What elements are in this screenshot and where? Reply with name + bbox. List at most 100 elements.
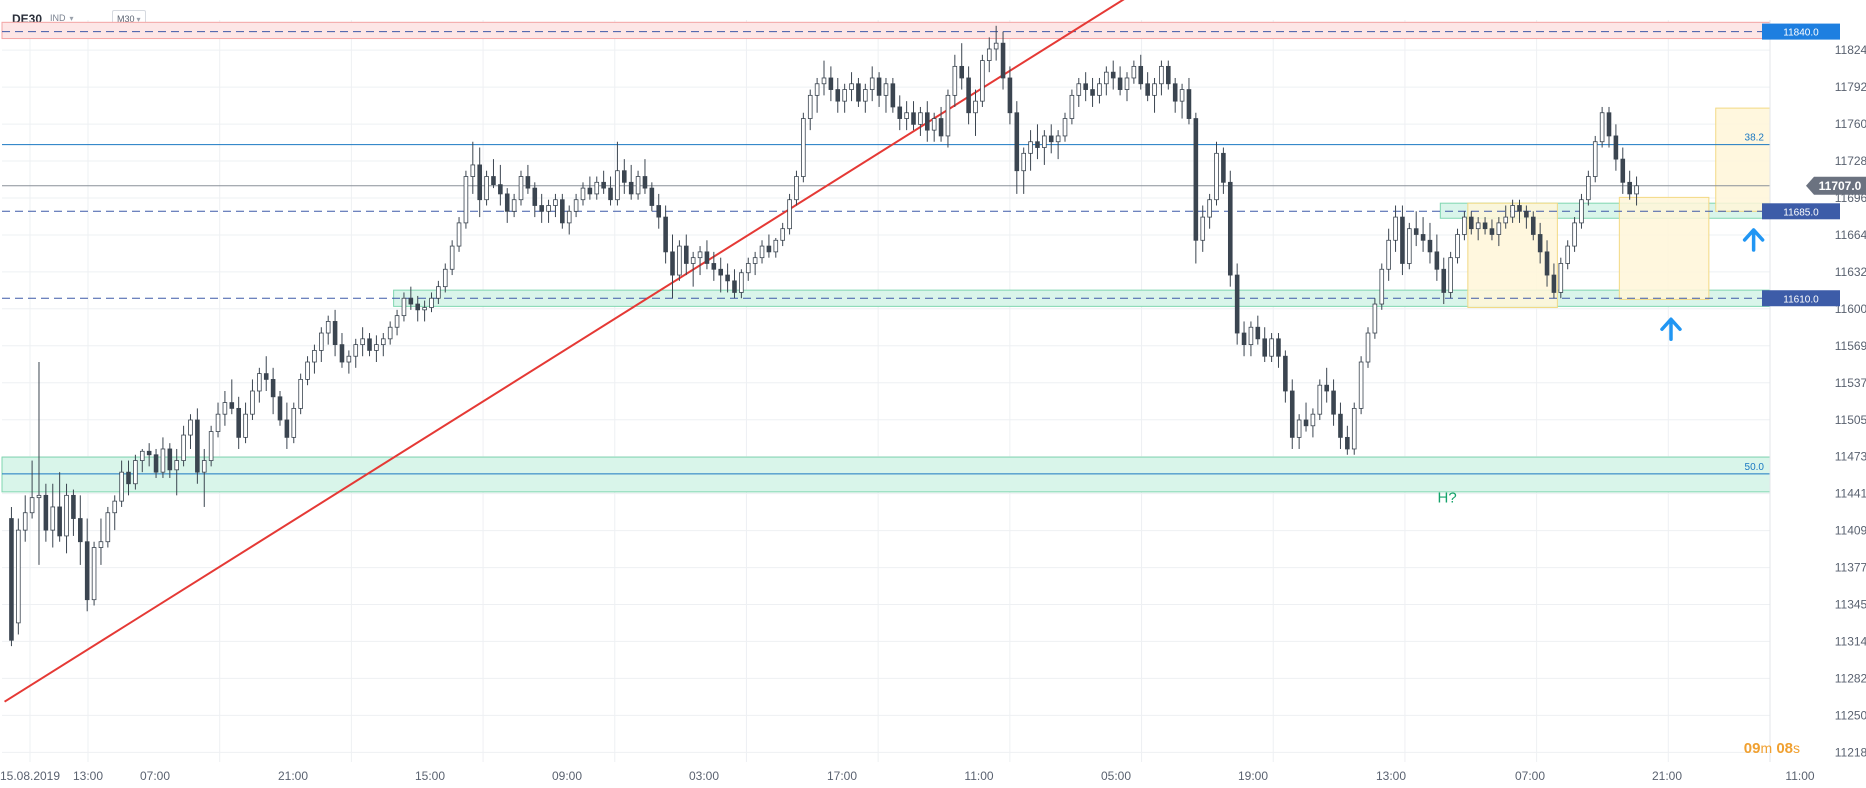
candle <box>250 390 255 415</box>
candle <box>794 176 799 201</box>
candle <box>787 199 792 230</box>
candle <box>1400 216 1405 264</box>
candle <box>201 460 207 473</box>
level-badge <box>1762 23 1840 40</box>
candle <box>856 83 861 102</box>
candle <box>649 187 655 206</box>
y-tick-label: 11537.1 <box>1835 376 1866 390</box>
level-badge-text: 11610.0 <box>1783 294 1819 305</box>
candle <box>112 500 118 514</box>
candle <box>615 170 620 201</box>
chevron-down-icon: ▾ <box>69 14 74 23</box>
candle <box>1048 135 1054 143</box>
candle <box>1475 222 1481 230</box>
candle <box>1365 332 1371 363</box>
candle <box>801 118 806 177</box>
candle <box>1255 326 1261 340</box>
y-tick-label: 11728.4 <box>1835 154 1866 168</box>
candle <box>1627 181 1632 195</box>
candle <box>828 77 834 90</box>
candle <box>429 297 434 308</box>
candle <box>518 176 524 201</box>
candle <box>1579 199 1584 224</box>
candle <box>50 506 56 531</box>
candle <box>1420 234 1426 241</box>
candle <box>408 297 414 305</box>
candle <box>1234 274 1240 334</box>
countdown-seconds-unit: s <box>1793 740 1800 756</box>
candle <box>64 494 69 537</box>
countdown-seconds: 08 <box>1776 740 1793 757</box>
candle <box>573 199 579 212</box>
candle <box>449 245 455 270</box>
candle <box>16 529 21 624</box>
candle <box>1207 199 1212 218</box>
candle <box>622 170 627 183</box>
candle <box>980 60 985 102</box>
candle <box>436 286 441 299</box>
candle <box>1544 251 1550 276</box>
x-tick-label: 05:00 <box>1101 769 1131 783</box>
candle <box>1069 94 1075 119</box>
candle <box>711 263 717 270</box>
candle <box>1296 419 1302 438</box>
candle <box>1200 216 1206 241</box>
y-tick-label: 11792.1 <box>1835 80 1866 94</box>
candle <box>766 245 772 253</box>
candle <box>863 89 868 102</box>
candle <box>1345 436 1350 450</box>
candle <box>1407 228 1412 264</box>
x-tick-label: 15.08.2019 <box>0 769 60 783</box>
candle <box>1434 251 1440 270</box>
chevron-down-icon: ▾ <box>136 15 141 24</box>
candle <box>966 77 971 114</box>
candle <box>1131 65 1137 79</box>
candle <box>1083 83 1088 90</box>
level-badge <box>1762 290 1840 307</box>
candle <box>1262 338 1268 357</box>
candle <box>670 251 675 276</box>
candle <box>1035 141 1040 148</box>
candle <box>1124 77 1130 90</box>
y-tick-label: 11314.0 <box>1835 634 1866 648</box>
price-axis <box>1770 0 1866 788</box>
candle <box>821 77 827 85</box>
candle <box>1386 239 1391 270</box>
y-tick-label: 11664.6 <box>1835 228 1866 242</box>
candle <box>463 176 469 224</box>
arrow-up-2 <box>1742 228 1765 252</box>
candle <box>1496 222 1502 235</box>
candle <box>387 326 393 340</box>
candle <box>814 83 820 96</box>
candle <box>1634 185 1639 195</box>
candle <box>1117 77 1123 90</box>
candle <box>580 187 586 201</box>
candle <box>752 257 758 264</box>
candle <box>208 431 214 461</box>
candle <box>931 118 937 131</box>
candle <box>1000 42 1006 79</box>
x-tick-label: 09:00 <box>552 769 582 783</box>
candle <box>380 338 386 346</box>
level-badge <box>1762 203 1840 220</box>
candle <box>1214 152 1219 201</box>
candle <box>1503 216 1509 224</box>
candle <box>346 355 352 363</box>
candle <box>911 112 916 125</box>
candle <box>1303 419 1309 427</box>
candle <box>525 176 531 189</box>
candle <box>1462 216 1467 235</box>
candle <box>1372 303 1378 334</box>
candle <box>1152 83 1157 96</box>
candle <box>78 518 83 543</box>
candle <box>477 164 482 201</box>
y-tick-label: 11569.0 <box>1835 339 1866 353</box>
candle <box>22 512 28 531</box>
candle <box>270 379 276 398</box>
candle <box>325 321 331 334</box>
indicators-button[interactable]: IND ▾ <box>50 13 74 23</box>
candle <box>98 541 104 548</box>
candle <box>938 118 944 137</box>
x-tick-label: 17:00 <box>827 769 857 783</box>
